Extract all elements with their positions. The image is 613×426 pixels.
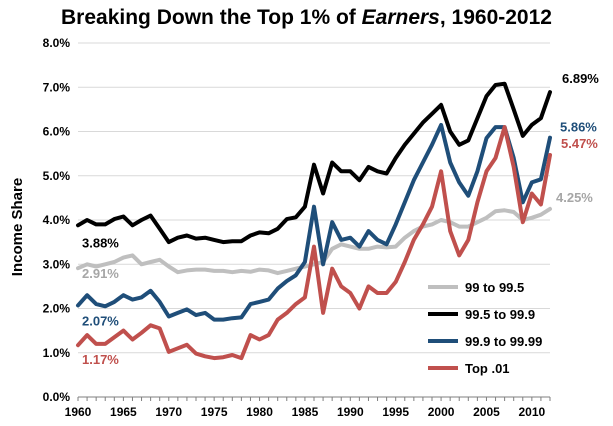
legend-label-3: 99.9 to 99.99 [465, 334, 542, 349]
series-layer [76, 81, 552, 361]
legend-label-2: 99.5 to 99.9 [465, 307, 535, 322]
x-tick-label: 1985 [292, 405, 319, 419]
x-tick-label: 2005 [473, 405, 500, 419]
chart-title-tail: , 1960-2012 [439, 6, 552, 29]
x-tick-label: 2000 [428, 405, 455, 419]
legend: 99 to 99.5 99.5 to 99.9 99.9 to 99.99 Top .… [428, 280, 542, 376]
y-tick-label: 8.0% [43, 36, 71, 50]
data-label: 6.89% [562, 71, 599, 86]
y-axis-label: Income Share [9, 178, 26, 276]
axis-layer: 0.0% 1.0% 2.0% 3.0% 4.0% 5.0% 6.0% 7.0% 8.0% 1960… [43, 36, 551, 419]
chart-title: Breaking Down the Top 1% of Earners, 196… [0, 6, 613, 30]
legend-label-4: Top .01 [465, 361, 510, 376]
data-label-layer: 3.88% 2.91% 2.07% 1.17% 6.89% 5.86%5.47% 4.25% [82, 71, 599, 367]
y-tick-label: 5.0% [43, 169, 71, 183]
chart-title-main: Breaking Down the Top 1% of [61, 6, 362, 29]
data-label: 5.47% [561, 136, 598, 151]
data-label: 2.91% [82, 266, 119, 281]
data-label: 2.07% [82, 313, 119, 328]
series-line-2 [76, 81, 552, 245]
x-tick-label: 1960 [65, 405, 92, 419]
data-label: 3.88% [82, 235, 119, 250]
data-label: 1.17% [82, 352, 119, 367]
y-tick-label: 7.0% [43, 80, 71, 94]
series-line-3 [76, 122, 552, 322]
data-label: 5.86% [560, 120, 597, 135]
chart-title-italic: Earners [361, 6, 440, 29]
series-line-4 [76, 125, 552, 361]
y-tick-label: 6.0% [43, 125, 71, 139]
x-tick-label: 1970 [155, 405, 182, 419]
grid-layer [78, 42, 550, 354]
data-label: 4.25% [556, 190, 593, 205]
y-tick-label: 3.0% [43, 257, 71, 271]
x-tick-label: 1995 [382, 405, 409, 419]
x-tick-label: 1975 [201, 405, 228, 419]
x-tick-label: 1980 [246, 405, 273, 419]
y-tick-label: 1.0% [43, 346, 71, 360]
legend-label-1: 99 to 99.5 [465, 280, 524, 295]
x-tick-label: 2010 [518, 405, 545, 419]
x-tick-label: 1990 [337, 405, 364, 419]
x-tick-label: 1965 [110, 405, 137, 419]
y-tick-label: 2.0% [43, 302, 71, 316]
y-tick-label: 4.0% [43, 213, 71, 227]
y-tick-label: 0.0% [43, 390, 71, 404]
